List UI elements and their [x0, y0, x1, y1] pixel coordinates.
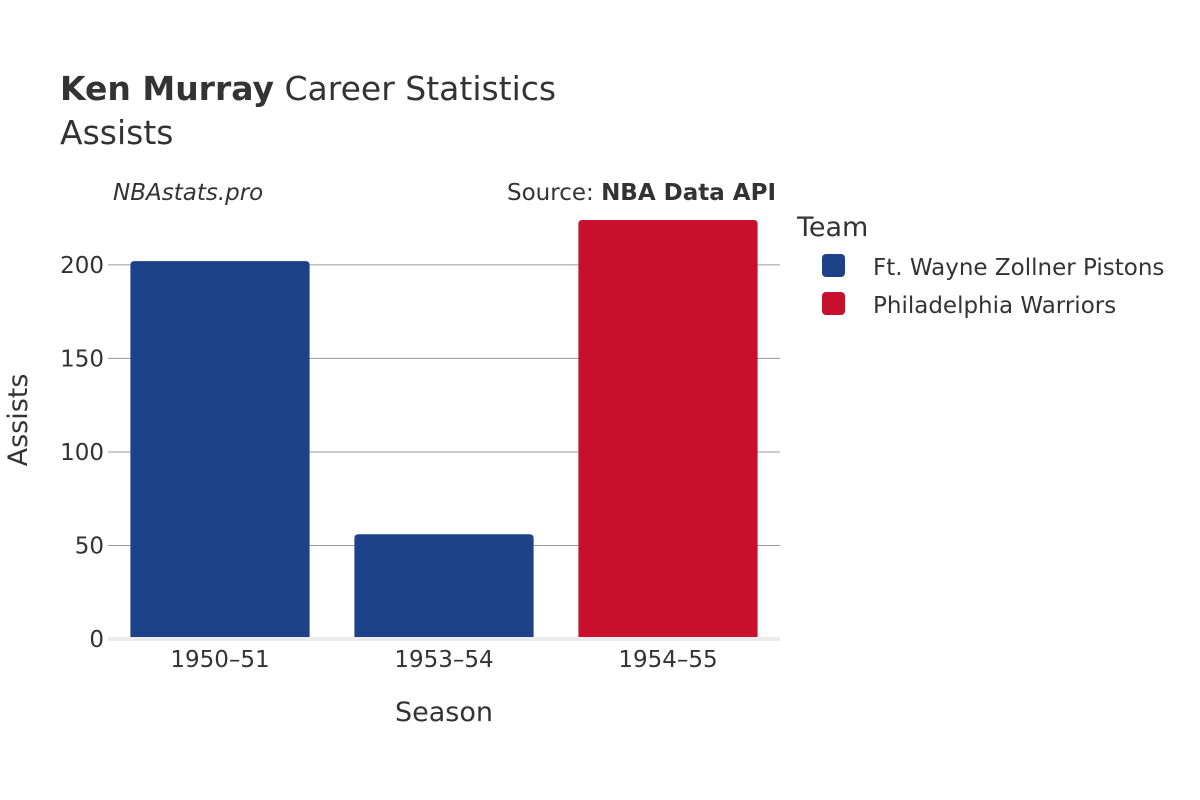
legend-swatch [822, 292, 845, 315]
y-tick-label: 200 [60, 253, 104, 279]
bars [130, 220, 758, 639]
x-axis-title: Season [395, 697, 493, 728]
source-prefix: Source: [507, 180, 601, 206]
source-text: Source: NBA Data API [507, 180, 776, 206]
y-tick-label: 150 [60, 346, 104, 372]
chart-title: Ken Murray Career Statistics [60, 69, 556, 108]
legend-label: Ft. Wayne Zollner Pistons [873, 255, 1164, 281]
x-tick-label: 1953–54 [394, 647, 493, 673]
y-tick-label: 0 [89, 627, 104, 653]
legend-title: Team [796, 212, 868, 243]
legend-swatch [822, 254, 845, 277]
y-tick-label: 50 [75, 533, 104, 559]
y-tick-label: 100 [60, 440, 104, 466]
title-player: Ken Murray [60, 69, 274, 108]
x-tick-label: 1954–55 [618, 647, 717, 673]
source-name: NBA Data API [601, 180, 776, 206]
bar-1950–51[interactable] [130, 261, 310, 639]
legend-item[interactable]: Philadelphia Warriors [822, 292, 1116, 319]
y-tick-labels: 0 50 100 150 200 [60, 253, 104, 653]
x-axis-baseline [108, 637, 780, 641]
watermark: NBAstats.pro [113, 180, 263, 206]
legend: Ft. Wayne Zollner Pistons Philadelphia Wa… [822, 254, 1164, 319]
legend-item[interactable]: Ft. Wayne Zollner Pistons [822, 254, 1164, 281]
legend-label: Philadelphia Warriors [873, 293, 1116, 319]
bar-1954–55[interactable] [578, 220, 758, 639]
y-axis-title: Assists [3, 374, 34, 467]
bar-1953–54[interactable] [354, 534, 534, 639]
chart-subtitle: Assists [60, 113, 173, 152]
title-rest: Career Statistics [274, 69, 556, 108]
x-tick-label: 1950–51 [170, 647, 269, 673]
x-tick-labels: 1950–51 1953–54 1954–55 [170, 647, 717, 673]
